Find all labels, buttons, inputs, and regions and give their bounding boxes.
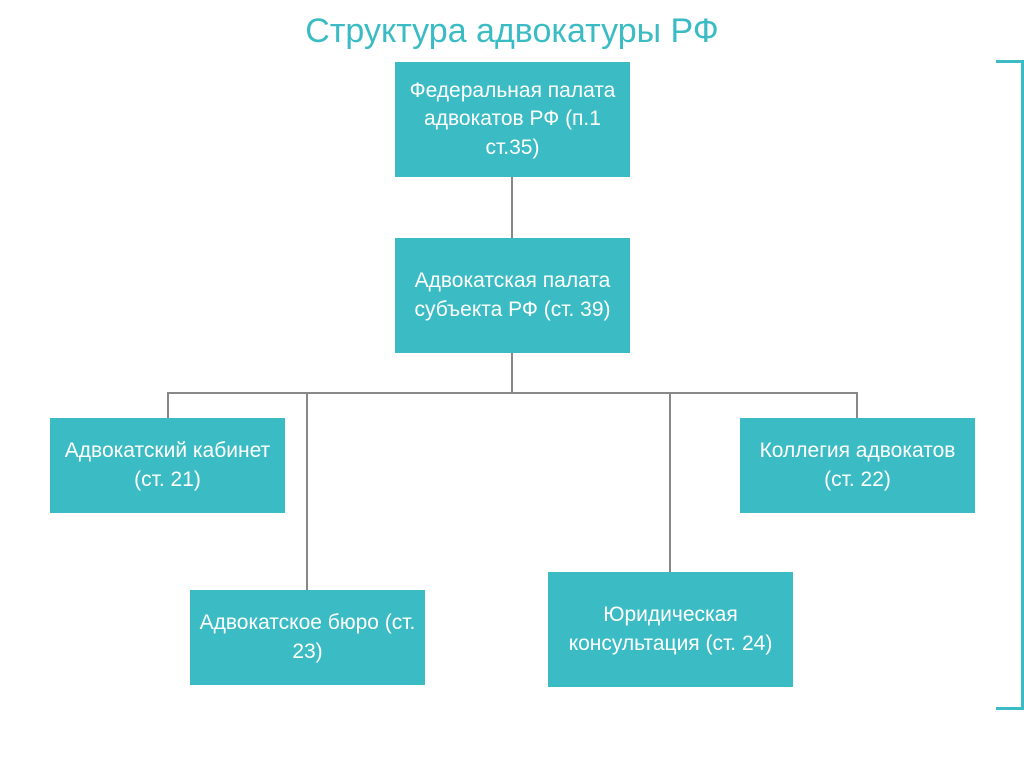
border-right-bottom-stub — [996, 707, 1024, 710]
edge-drop-n5 — [306, 392, 308, 590]
edge-n1-n2 — [511, 177, 513, 238]
edge-drop-n3 — [167, 392, 169, 418]
node-collegium: Коллегия адвокатов (ст. 22) — [740, 418, 975, 513]
diagram-title: Структура адвокатуры РФ — [0, 12, 1024, 51]
node-legal-consulting: Юридическая консультация (ст. 24) — [548, 572, 793, 687]
border-right-top-stub — [996, 60, 1024, 63]
node-cabinet: Адвокатский кабинет (ст. 21) — [50, 418, 285, 513]
edge-drop-n4 — [856, 392, 858, 418]
node-federal-chamber: Федеральная палата адвокатов РФ (п.1 ст.… — [395, 62, 630, 177]
edge-drop-n6 — [669, 392, 671, 572]
edge-n2-stub — [511, 353, 513, 393]
edge-bus-horizontal — [167, 392, 857, 394]
node-bureau: Адвокатское бюро (ст. 23) — [190, 590, 425, 685]
node-subject-chamber: Адвокатская палата субъекта РФ (ст. 39) — [395, 238, 630, 353]
